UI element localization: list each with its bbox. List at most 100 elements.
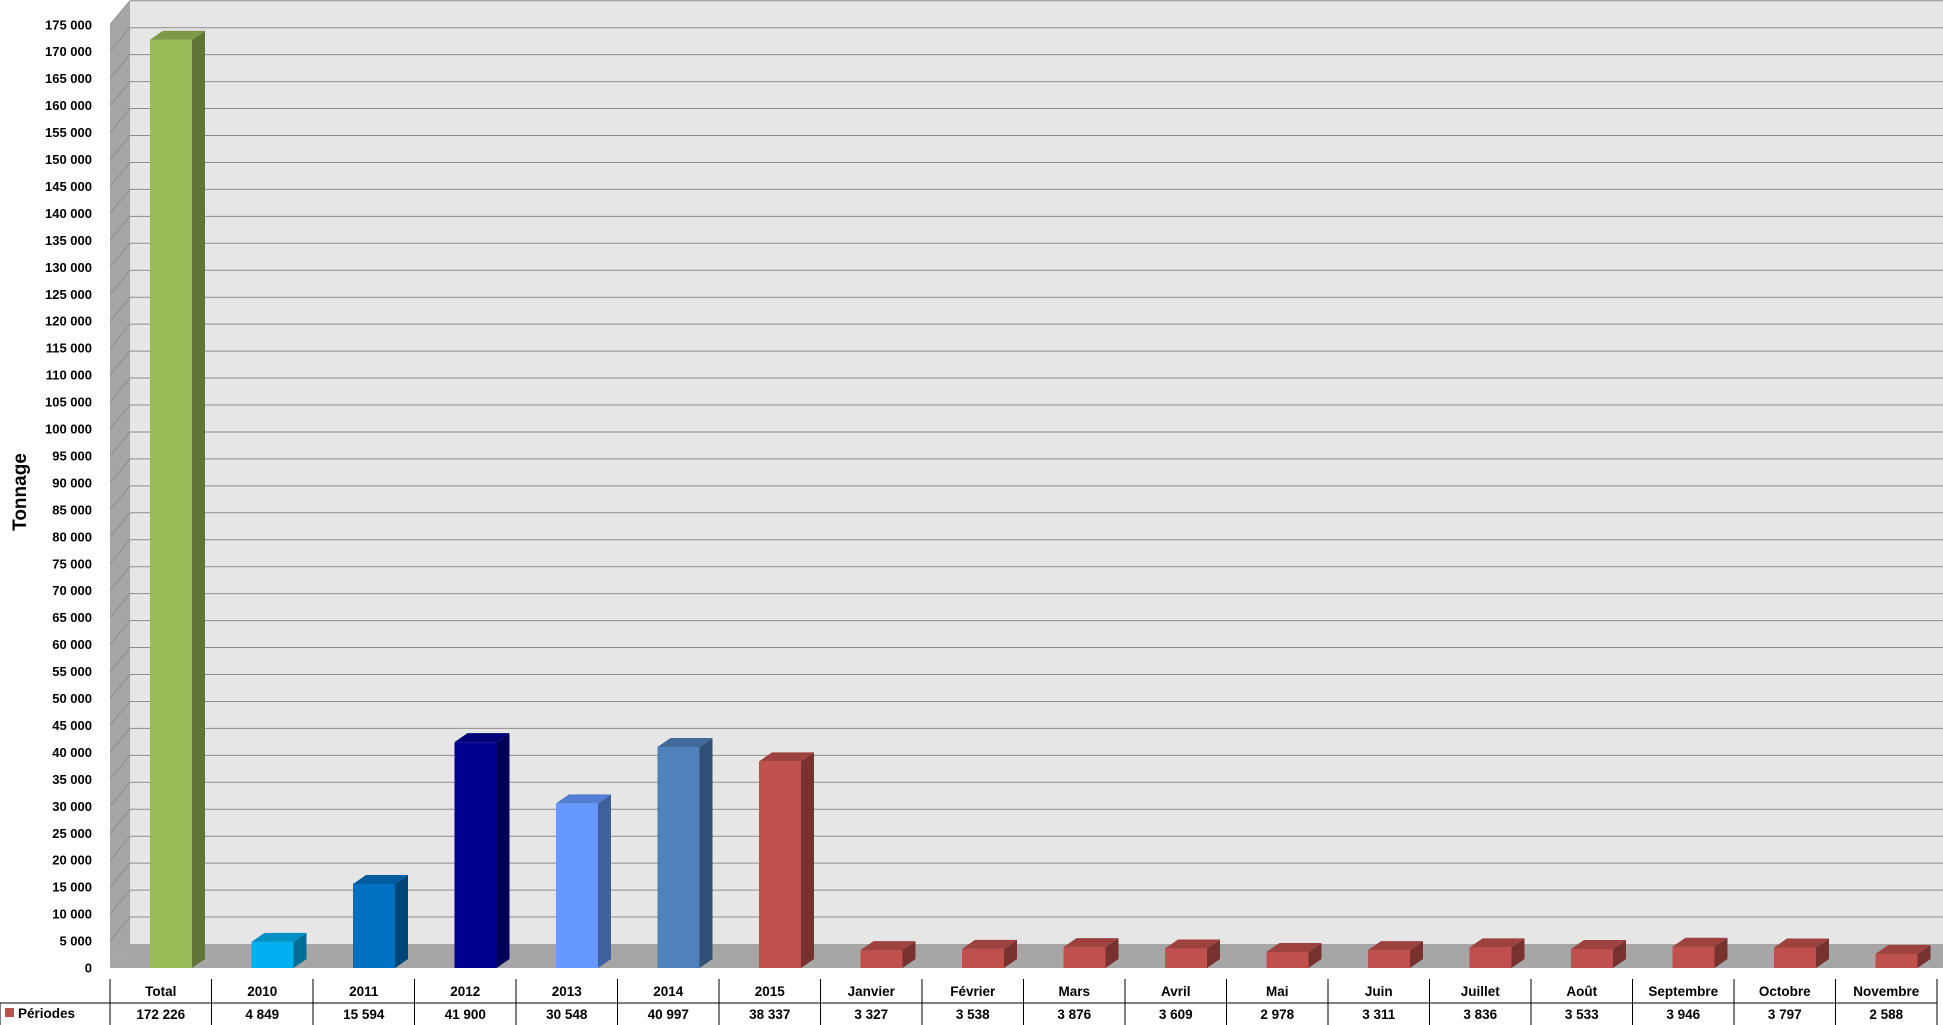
gridline-side [109,728,131,753]
gridline-side [109,81,131,106]
bar-side [699,738,713,968]
category-label: 2012 [450,984,480,999]
category-label: Août [1566,984,1597,999]
gridline-side [109,620,131,645]
gridline-side [109,216,131,241]
y-tick-label: 25 000 [52,826,92,841]
bar [556,794,611,968]
bar-front [759,761,801,968]
y-tick-label: 155 000 [45,125,92,140]
data-value-label: 2 588 [1869,1007,1903,1022]
y-tick-label: 170 000 [45,44,92,59]
bar [1165,939,1220,968]
legend-label: Périodes [18,1006,75,1021]
bar [1571,939,1626,968]
y-tick-label: 35 000 [52,772,92,787]
bar-side [1004,939,1017,968]
bar-front [1774,947,1816,968]
bar-top [1469,938,1525,948]
y-tick-label: 30 000 [52,799,92,814]
category-label: 2014 [653,984,684,999]
bar-top [657,738,713,748]
data-value-label: 3 538 [956,1007,990,1022]
data-value-label: 15 594 [343,1007,385,1022]
bar-top [759,752,814,762]
gridline-side [109,135,131,160]
gridline-side [109,889,131,915]
bar [759,752,814,968]
category-label: Novembre [1853,984,1920,999]
data-value-label: 41 900 [445,1007,486,1022]
data-value-label: 3 797 [1768,1007,1802,1022]
gridline-side [109,835,131,861]
gridline-side [109,808,131,834]
bar-front [150,39,192,969]
y-tick-label: 40 000 [52,745,92,760]
bar-top [251,932,307,942]
gridline-side [109,647,131,672]
y-tick-label: 60 000 [52,637,92,652]
y-tick-label: 20 000 [52,853,92,868]
bar [1672,937,1728,968]
y-tick-label: 65 000 [52,610,92,625]
gridline-side [109,404,131,430]
data-value-label: 38 337 [749,1007,790,1022]
y-tick-label: 105 000 [45,395,92,410]
y-tick-label: 115 000 [46,341,92,356]
bar [657,738,713,968]
gridline-side [109,862,131,888]
bar-side [1207,939,1220,968]
gridline-side [109,593,131,618]
gridline-side [109,512,131,538]
gridline-side [109,54,131,79]
y-tick-label: 55 000 [52,664,92,679]
bar-top [1165,939,1220,949]
y-tick-label: 100 000 [45,422,92,437]
bar-top [556,794,611,804]
y-tick-label: 125 000 [45,287,92,302]
data-value-label: 3 533 [1565,1007,1599,1022]
bar-side [192,30,205,969]
bar-front [1368,950,1410,968]
category-label: Mai [1266,984,1289,999]
legend-swatch [5,1008,14,1017]
gridline-side [109,108,131,133]
bar-front [1672,946,1715,968]
bar-top [1571,939,1626,949]
bar-front [1875,954,1918,968]
y-tick-label: 70 000 [52,583,92,598]
gridline-side [109,674,131,699]
gridline-side [109,539,131,565]
y-tick-label: 160 000 [45,98,92,113]
gridline-side [109,701,131,726]
data-value-label: 4 849 [245,1007,279,1022]
data-value-label: 3 876 [1057,1007,1091,1022]
bar-top [962,939,1017,949]
data-value-label: 3 311 [1362,1007,1396,1022]
bar [1469,938,1525,968]
y-tick-label: 95 000 [52,448,92,463]
y-tick-label: 10 000 [52,907,92,922]
y-tick-label: 130 000 [45,260,92,275]
gridline-side [109,755,131,780]
data-value-label: 3 327 [854,1007,888,1022]
bar-top [1672,937,1728,947]
bar-side [1917,945,1931,968]
bar [353,874,408,968]
y-tick-label: 150 000 [45,152,92,167]
category-label: Juin [1365,984,1393,999]
gridline-side [109,781,131,807]
bar [1266,942,1322,968]
y-tick-label: 140 000 [45,206,92,221]
data-value-label: 3 836 [1463,1007,1497,1022]
bar-side [1613,939,1626,968]
bar [1774,938,1829,968]
gridline-side [109,0,131,26]
bar [150,30,205,969]
y-tick-label: 75 000 [52,556,92,571]
bar-top [454,733,510,743]
bar-top [1368,941,1423,951]
category-label: 2010 [247,984,277,999]
category-label: Octobre [1759,984,1811,999]
bar-top [1266,942,1322,952]
